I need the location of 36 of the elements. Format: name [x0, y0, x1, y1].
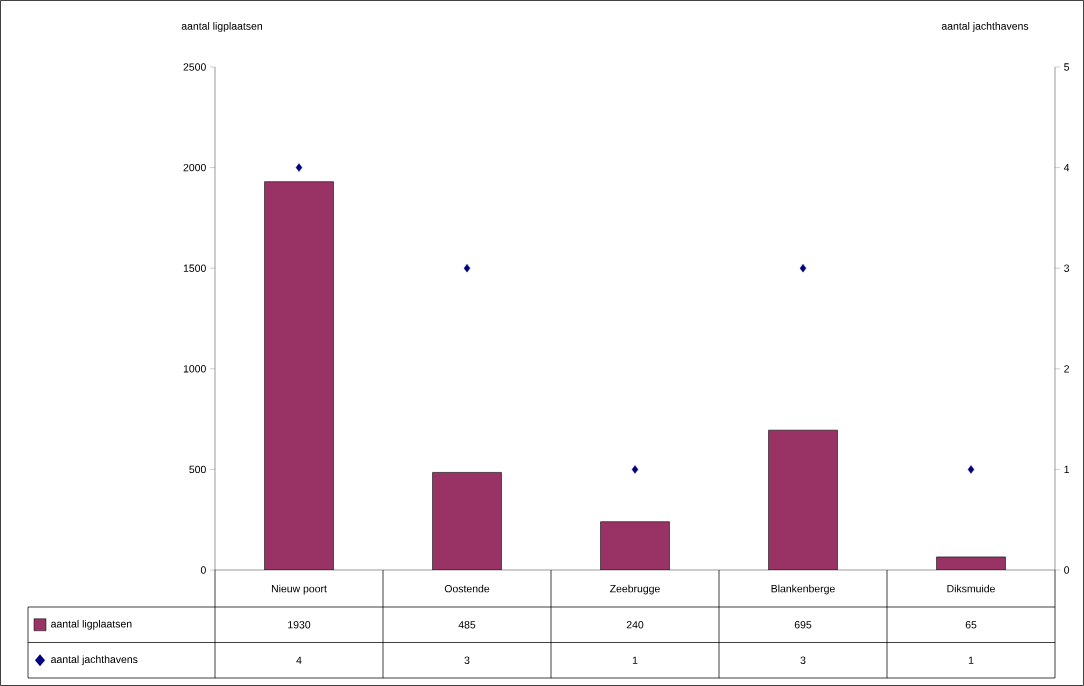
y2-tick-label: 1: [1064, 465, 1069, 473]
data-label: 65: [965, 621, 977, 629]
y2-tick-label: 5: [1064, 63, 1070, 71]
y-tick-label: 0: [200, 566, 206, 574]
data-label: 4: [296, 656, 302, 664]
x-tick-label: Zeebrugge: [610, 584, 660, 595]
data-label: 3: [464, 656, 470, 664]
point: [799, 264, 807, 273]
y-tick-label: 500: [189, 465, 206, 474]
x-tick-label: Diksmuide: [947, 584, 995, 593]
y2-tick-label: 4: [1063, 164, 1070, 172]
legend-label: aantal jachthavens: [51, 655, 138, 666]
point: [631, 465, 639, 474]
point: [967, 465, 975, 474]
data-label: 695: [794, 621, 812, 629]
x-tick-label: Blankenberge: [771, 584, 835, 595]
legend-label: aantal ligplaatsen: [51, 619, 132, 630]
point: [463, 264, 471, 273]
y2-tick-label: 3: [1064, 264, 1070, 272]
data-label: 1: [968, 656, 974, 664]
y-tick-label: 1000: [183, 365, 206, 373]
data-label: 240: [626, 621, 644, 629]
data-label: 485: [458, 621, 476, 629]
y-tick-label: 1500: [183, 264, 206, 272]
x-tick-label: Oostende: [444, 584, 490, 593]
y2-tick-label: 0: [1064, 566, 1070, 574]
y2-axis-title: aantal jachthavens: [941, 22, 1029, 32]
data-label: 3: [800, 656, 806, 664]
y-tick-label: 2500: [183, 63, 206, 71]
x-tick-label: Nieuw poort: [271, 584, 327, 595]
y2-tick-label: 2: [1064, 365, 1069, 373]
y-axis-title: aantal ligplaatsen: [181, 22, 263, 32]
data-label: 1930: [288, 621, 311, 629]
y-tick-label: 2000: [183, 163, 206, 172]
point: [295, 163, 303, 172]
data-label: 1: [632, 656, 638, 664]
